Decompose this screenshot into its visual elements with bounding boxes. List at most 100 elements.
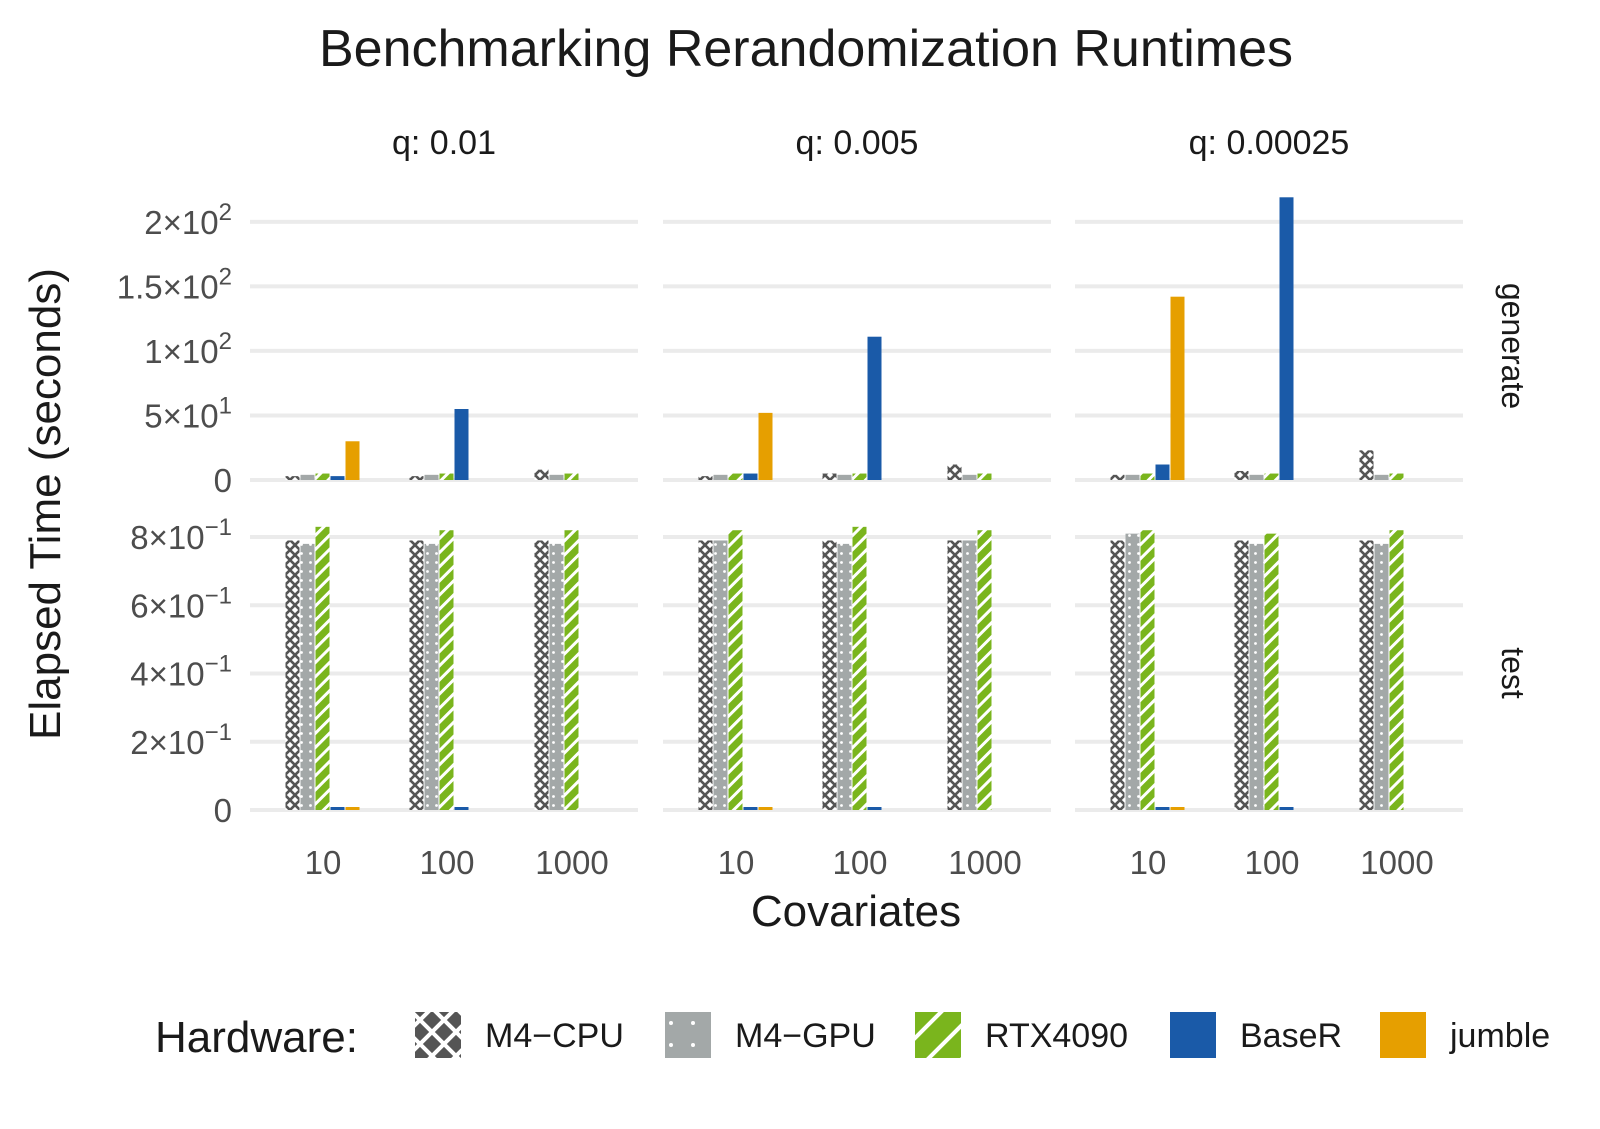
bar-test-1-10-3 [743,807,758,810]
chart-title: Benchmarking Rerandomization Runtimes [319,20,1293,78]
bar-generate-0-1000-2 [564,473,579,480]
bar-test-2-10-3 [1155,807,1170,810]
x-tick-label-2-0: 10 [1130,844,1167,881]
bar-test-0-10-0 [285,540,300,810]
facet-label-q-0: q: 0.01 [392,124,496,162]
bar-generate-0-10-1 [300,474,315,480]
panel-test-0 [250,526,638,812]
bar-test-2-1000-2 [1389,530,1404,810]
bar-test-0-10-2 [315,526,330,810]
bar-generate-1-10-2 [728,473,743,480]
bar-test-0-100-0 [409,540,424,810]
bar-generate-1-1000-1 [962,474,977,480]
legend-key-0 [415,1012,461,1058]
legend: Hardware: M4−CPU M4−GPU RTX4090 BaseR jumble [155,1012,1550,1062]
panel-generate-1 [663,219,1051,482]
bar-test-0-100-2 [439,530,454,810]
bar-generate-1-100-0 [822,473,837,480]
legend-label-0: M4−CPU [485,1017,624,1055]
bar-generate-0-10-4 [345,441,360,480]
bar-test-1-10-1 [713,540,728,810]
panel-test-2 [1075,530,1463,812]
bar-generate-1-100-3 [867,336,882,480]
bar-test-0-1000-1 [549,543,564,810]
bar-test-2-10-4 [1170,807,1185,810]
y-tick-label-test-2: 4×10−1 [130,651,232,693]
facet-label-q-2: q: 0.00025 [1189,124,1350,162]
panel-test-1 [663,526,1051,812]
bar-generate-0-10-0 [285,476,300,480]
x-tick-label-0-1: 100 [419,844,474,881]
bar-test-1-10-4 [758,807,773,810]
bar-generate-2-10-3 [1155,464,1170,480]
bar-test-0-1000-2 [564,530,579,810]
x-tick-label-1-0: 10 [718,844,755,881]
bar-test-0-10-1 [300,543,315,810]
bar-test-0-10-4 [345,807,360,810]
legend-label-2: RTX4090 [985,1017,1128,1055]
bar-test-2-100-1 [1249,543,1264,810]
bar-test-0-100-1 [424,543,439,810]
bar-test-0-100-3 [454,807,469,810]
legend-key-4 [1380,1012,1426,1058]
facet-label-q-1: q: 0.005 [796,124,919,162]
facet-label-generate: generate [1495,283,1531,409]
bar-test-1-1000-1 [962,540,977,810]
bar-generate-1-10-4 [758,412,773,480]
y-tick-label-generate-4: 2×102 [144,199,232,241]
bar-generate-2-1000-1 [1374,474,1389,480]
bar-test-1-100-2 [852,526,867,810]
legend-key-1 [665,1012,711,1058]
bar-test-1-100-1 [837,543,852,810]
x-tick-label-2-2: 1000 [1360,844,1433,881]
y-tick-label-generate-0: 0 [214,462,232,499]
bar-test-0-10-3 [330,807,345,810]
bar-generate-2-100-0 [1234,470,1249,480]
x-tick-label-1-2: 1000 [948,844,1021,881]
bar-generate-0-100-2 [439,473,454,480]
legend-label-3: BaseR [1240,1017,1342,1055]
bar-test-2-1000-0 [1359,540,1374,810]
bar-generate-0-100-0 [409,476,424,480]
bar-test-1-1000-0 [947,540,962,810]
bar-generate-2-10-1 [1125,474,1140,480]
bar-test-2-1000-1 [1374,543,1389,810]
bar-generate-1-1000-0 [947,464,962,480]
bar-generate-2-10-4 [1170,296,1185,480]
y-tick-label-test-3: 6×10−1 [130,582,232,624]
bar-generate-2-1000-0 [1359,450,1374,480]
x-tick-label-1-1: 100 [832,844,887,881]
x-axis-label: Covariates [751,887,961,936]
bar-generate-0-100-3 [454,409,469,480]
x-tick-label-0-0: 10 [305,844,342,881]
bar-generate-1-10-1 [713,474,728,480]
bar-generate-2-10-0 [1110,474,1125,480]
bar-generate-2-10-2 [1140,473,1155,480]
legend-key-3 [1170,1012,1216,1058]
bar-generate-2-100-3 [1279,197,1294,481]
bar-generate-0-10-3 [330,476,345,480]
bar-test-2-100-3 [1279,807,1294,810]
bar-generate-1-10-3 [743,473,758,480]
panel-generate-2 [1075,197,1463,482]
bar-generate-0-100-1 [424,474,439,480]
bar-generate-0-1000-0 [534,469,549,480]
bar-generate-1-100-1 [837,474,852,480]
legend-title: Hardware: [155,1013,358,1062]
bar-generate-2-1000-2 [1389,473,1404,480]
bar-generate-2-100-2 [1264,473,1279,480]
y-tick-label-generate-3: 1.5×102 [117,263,232,305]
bar-test-1-10-2 [728,530,743,810]
bar-generate-1-100-2 [852,473,867,480]
y-tick-label-generate-1: 5×101 [144,392,232,434]
x-tick-label-0-2: 1000 [535,844,608,881]
bar-generate-1-1000-2 [977,473,992,480]
bar-generate-0-1000-1 [549,474,564,480]
y-tick-label-test-1: 2×10−1 [130,719,232,761]
y-tick-label-generate-2: 1×102 [144,328,232,370]
bar-generate-1-10-0 [698,476,713,480]
legend-label-1: M4−GPU [735,1017,876,1055]
bar-test-0-1000-0 [534,540,549,810]
y-tick-label-test-4: 8×10−1 [130,514,232,556]
bar-test-2-100-0 [1234,540,1249,810]
